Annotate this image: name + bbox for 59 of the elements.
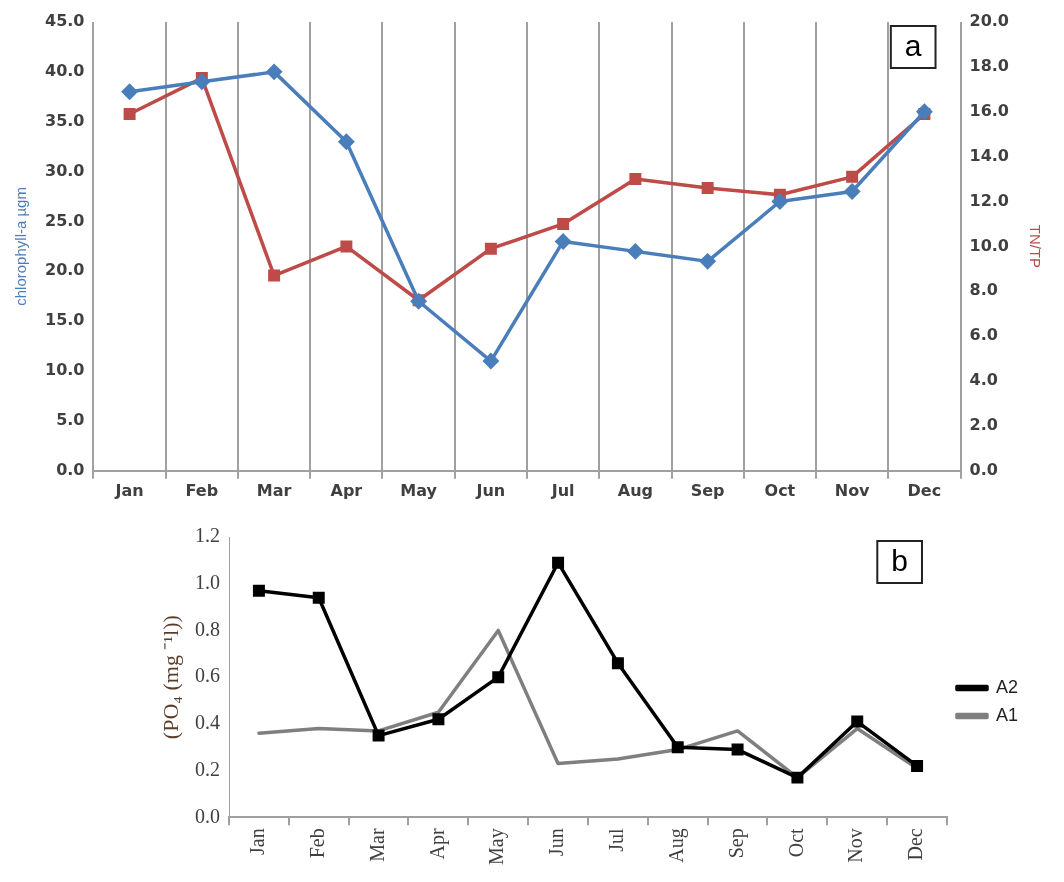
x-tick-label: Jan <box>114 480 144 500</box>
y-tick-label: 5.0 <box>56 410 85 430</box>
x-tick-label: Nov <box>844 828 867 863</box>
x-tick-label: Sep <box>690 480 725 500</box>
x-tick-label: Apr <box>330 480 363 500</box>
x-tick-label: Jan <box>246 828 269 856</box>
y2-tick-label: 18.0 <box>969 56 1010 76</box>
x-tick-label: Oct <box>764 480 796 500</box>
legend-label: A1 <box>995 704 1019 725</box>
y-tick-label: 0.4 <box>195 711 220 734</box>
y-tick-label: 30.0 <box>44 160 85 180</box>
x-tick-label: Dec <box>907 480 942 500</box>
y-tick-label: 40.0 <box>44 61 85 81</box>
y-tick-label: 20.0 <box>44 260 85 280</box>
y2-tick-label: 2.0 <box>969 415 998 435</box>
text: chlorophyll-a µgm <box>12 187 30 306</box>
y-tick-label: 0.0 <box>195 804 220 827</box>
y-tick-label: 35.0 <box>44 110 85 130</box>
y2-tick-label: 10.0 <box>969 235 1010 255</box>
y-tick-label: 1.2 <box>195 524 220 547</box>
x-tick-label: Apr <box>425 828 449 860</box>
y-tick-label: 10.0 <box>44 360 85 380</box>
annotation: b <box>891 544 908 578</box>
x-tick-label: Mar <box>365 828 388 862</box>
y2-tick-label: 20.0 <box>969 11 1010 31</box>
x-tick-label: Sep <box>724 828 748 859</box>
y2-tick-label: 14.0 <box>969 145 1010 165</box>
x-tick-label: Dec <box>904 828 927 861</box>
x-tick-label: Aug <box>664 828 688 863</box>
y-tick-label: 45.0 <box>44 11 85 31</box>
y2-tick-label: 0.0 <box>969 459 998 479</box>
y2-tick-label: 16.0 <box>969 100 1010 120</box>
y-tick-label: 0.8 <box>195 617 220 640</box>
y2-tick-label: 8.0 <box>969 280 998 300</box>
x-tick-label: Jul <box>550 480 575 500</box>
y-axis-title: (PO₄ (mg ⁻¹l)) <box>157 615 183 740</box>
y2-tick-label: 6.0 <box>969 325 998 345</box>
y-tick-label: 15.0 <box>44 310 85 330</box>
x-tick-label: Jun <box>475 480 506 500</box>
annotation: a <box>904 29 922 63</box>
y2-tick-label: 12.0 <box>969 190 1010 210</box>
y-tick-label: 25.0 <box>44 210 85 230</box>
x-tick-label: Jul <box>605 827 628 852</box>
x-tick-label: Feb <box>306 828 328 859</box>
y2-tick-label: 4.0 <box>969 370 998 390</box>
x-tick-label: Aug <box>617 480 653 500</box>
x-tick-label: May <box>485 828 509 866</box>
text: TN/TP <box>1026 224 1044 269</box>
y-tick-label: 1.0 <box>195 570 220 593</box>
x-tick-label: Oct <box>784 827 807 858</box>
y-tick-label: 0.0 <box>56 459 85 479</box>
x-tick-label: Feb <box>185 480 219 500</box>
x-tick-label: Jun <box>545 828 568 857</box>
y-tick-label: 0.6 <box>195 664 220 687</box>
x-tick-label: May <box>400 480 438 500</box>
legend-label: A2 <box>995 676 1019 697</box>
x-tick-label: Nov <box>834 480 871 500</box>
x-tick-label: Mar <box>256 480 292 500</box>
y-tick-label: 0.2 <box>195 757 220 780</box>
